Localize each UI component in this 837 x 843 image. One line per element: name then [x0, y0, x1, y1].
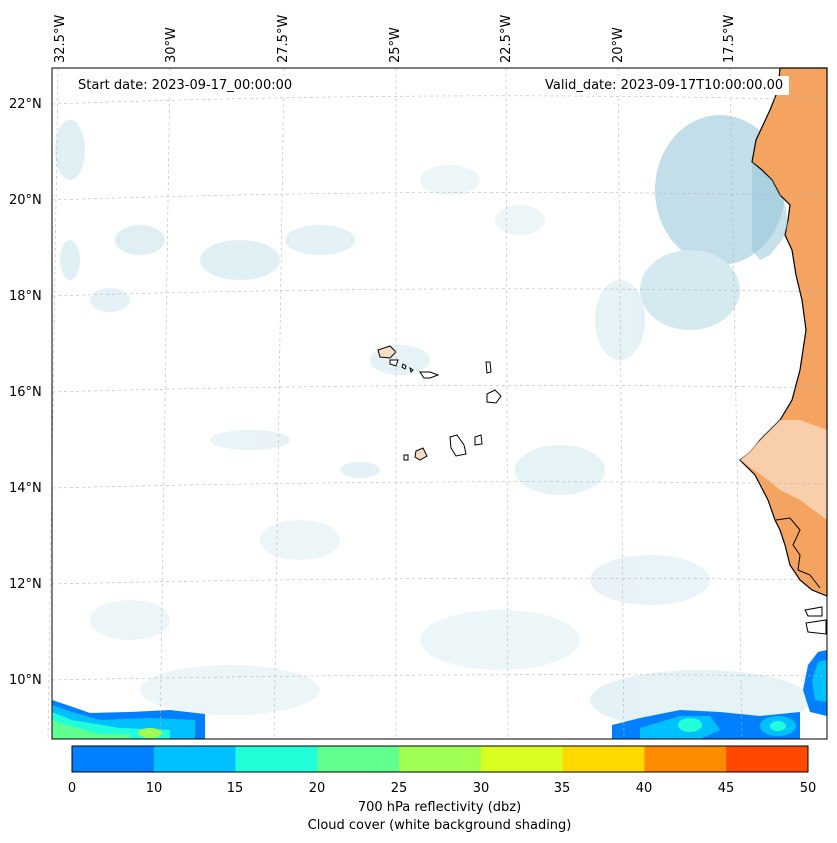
colorbar-frame — [71, 745, 809, 773]
lat-label-14n: 14°N — [9, 481, 42, 496]
lon-label-25w: 25°W — [388, 27, 403, 63]
coastal-islands — [804, 606, 827, 635]
colorbar-segment — [72, 746, 155, 772]
lat-label-12n: 12°N — [9, 577, 42, 592]
gridlines — [47, 67, 828, 740]
colorbar-tick: 30 — [472, 781, 490, 796]
colorbar-segment — [644, 746, 727, 772]
colorbar-tick: 25 — [390, 781, 408, 796]
valid-date-label: Valid_date: 2023-09-17T10:00:00.00 — [539, 76, 790, 95]
reflectivity-patches — [52, 650, 827, 739]
land-gradient-south — [740, 420, 827, 520]
lat-label-20n: 20°N — [9, 193, 42, 208]
colorbar-tick: 15 — [226, 781, 244, 796]
cape-verde-islands — [377, 345, 502, 461]
lon-label-27-5w: 27.5°W — [276, 14, 291, 63]
colorbar-tick: 0 — [67, 781, 77, 796]
colorbar-segment — [153, 746, 237, 772]
lat-label-18n: 18°N — [9, 289, 42, 304]
colorbar-segment — [235, 746, 318, 772]
start-date-label: Start date: 2023-09-17_00:00:00 — [72, 76, 299, 95]
lon-label-30w: 30°W — [164, 27, 179, 63]
colorbar-label: 700 hPa reflectivity (dbz) — [357, 800, 522, 815]
colorbar-tick: 50 — [799, 781, 817, 796]
colorbar-segment — [317, 746, 400, 772]
guinea-coastline — [775, 517, 821, 589]
lon-label-20w: 20°W — [611, 27, 626, 63]
lon-label-32-5w: 32.5°W — [53, 14, 68, 63]
lon-label-22-5w: 22.5°W — [499, 14, 514, 63]
colorbar-tick: 35 — [553, 781, 571, 796]
lat-label-10n: 10°N — [9, 673, 42, 688]
lat-label-22n: 22°N — [9, 97, 42, 112]
colorbar-segment — [399, 746, 482, 772]
colorbar-sublabel: Cloud cover (white background shading) — [307, 818, 572, 833]
colorbar-segment — [726, 746, 809, 772]
coastal-cloud-overlay — [752, 162, 788, 260]
colorbar-tick: 10 — [145, 781, 163, 796]
colorbar-tick: 40 — [635, 781, 653, 796]
colorbar — [72, 746, 809, 772]
colorbar-tick: 20 — [308, 781, 326, 796]
colorbar-segment — [562, 746, 645, 772]
lat-label-16n: 16°N — [9, 385, 42, 400]
map-frame — [51, 67, 828, 740]
colorbar-tick: 45 — [717, 781, 735, 796]
colorbar-segment — [480, 746, 564, 772]
lon-label-17-5w: 17.5°W — [722, 14, 737, 63]
